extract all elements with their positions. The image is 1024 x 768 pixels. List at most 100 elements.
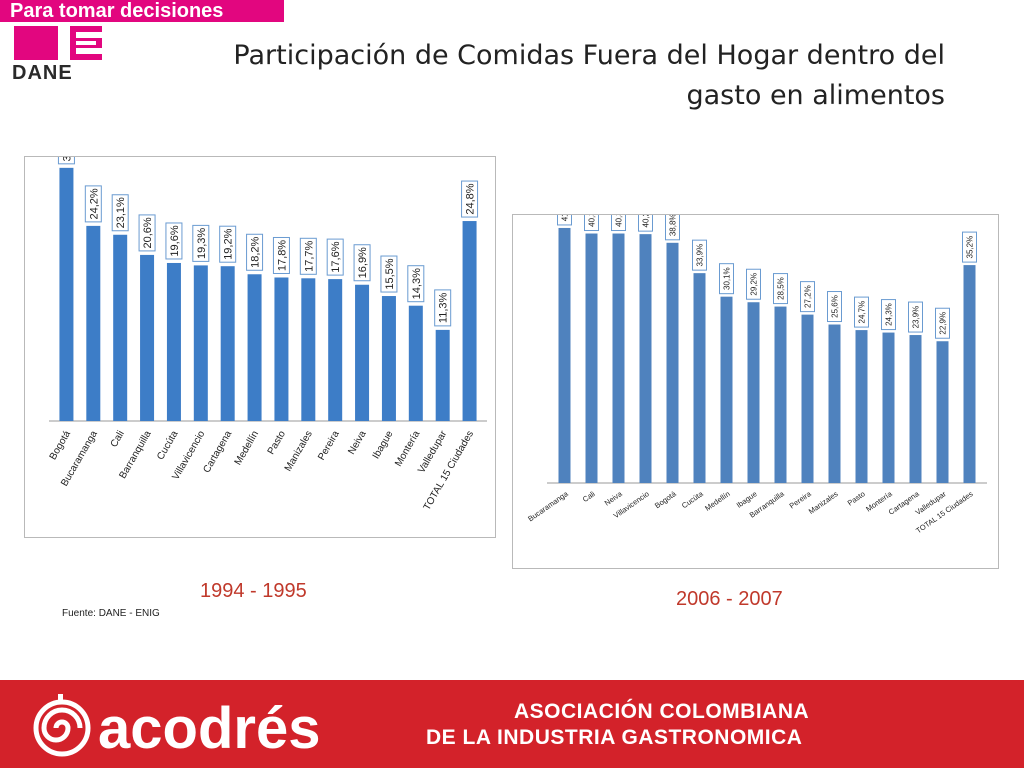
category-label: Pasto [266,429,289,457]
data-label-box [611,215,626,232]
category-label: Cali [581,489,597,504]
bar [193,265,208,421]
data-label-box [800,281,815,313]
title-line-1: Participación de Comidas Fuera del Hogar… [233,40,945,71]
category-label: Pasto [846,489,867,507]
data-label-text: 28,5% [776,277,785,300]
data-label-text: 11,3% [438,292,450,323]
data-label-box [165,222,183,260]
data-label-box [638,215,653,232]
data-label-box [57,157,75,165]
footer-banner: acodrés ASOCIACIÓN COLOMBIANA DE LA INDU… [0,680,1024,768]
bar [558,227,571,483]
bar [274,277,289,421]
bar [936,341,949,483]
bar [882,332,895,483]
data-label: 23,9% [908,301,923,333]
data-label-box [138,214,156,252]
data-label: 20,6% [138,214,156,252]
data-label-text: 17,7% [303,240,315,271]
bar [220,266,235,421]
data-label: 41,2% [557,215,572,226]
data-label-text: 19,2% [223,228,235,259]
data-label-text: 18,2% [250,236,262,267]
page-title: Participación de Comidas Fuera del Hogar… [150,36,945,116]
bar [435,329,450,421]
category-label: Pereira [316,429,342,463]
bar [909,335,922,483]
data-label-box [908,301,923,333]
data-label: 24,8% [461,180,479,218]
data-label: 19,6% [165,222,183,260]
bar [855,330,868,483]
bar [666,242,679,483]
dane-logo-text: DANE [12,62,73,84]
footer-line-1: ASOCIACIÓN COLOMBIANA [514,700,810,723]
bar [585,233,598,483]
data-label-text: 27,2% [803,285,812,308]
data-label: 33,9% [692,239,707,271]
category-label: Medellín [703,489,731,513]
data-label: 30,1% [719,263,734,295]
data-label-box [246,233,264,271]
category-label: Montería [393,429,422,469]
data-label-text: 17,6% [330,241,342,272]
data-label-text: 22,9% [938,312,947,335]
data-label: 17,6% [326,238,344,276]
bar [166,262,181,421]
chart-1994-1995: 31,4%Bogotá24,2%Bucaramanga23,1%Cali20,6… [24,156,496,538]
data-label-text: 14,3% [411,268,423,299]
data-label-box [881,299,896,331]
bar [301,278,316,421]
data-label-box [461,180,479,218]
data-label: 22,9% [935,307,950,339]
category-label: Bogotá [653,489,678,510]
data-label: 15,5% [380,255,398,293]
data-label-text: 33,9% [695,244,704,267]
bar [247,274,262,421]
data-label-box [665,215,680,241]
data-label-text: 19,3% [196,228,208,259]
bar [774,306,787,483]
bar [408,305,423,421]
category-label: Ibague [371,429,396,461]
category-label: Cali [109,429,127,449]
data-label: 29,2% [746,268,761,300]
data-label: 16,9% [353,244,371,282]
data-label: 28,5% [773,273,788,305]
source-note: Fuente: DANE - ENIG [62,608,160,619]
bar [963,265,976,483]
data-label-text: 40,3% [587,215,596,227]
data-label: 27,2% [800,281,815,313]
data-label-text: 29,2% [749,273,758,296]
data-label: 23,1% [111,194,129,232]
category-label: Neiva [346,429,369,457]
chart-1994-1995-svg: 31,4%Bogotá24,2%Bucaramanga23,1%Cali20,6… [48,157,487,512]
data-label-box [299,237,317,275]
category-label: Neiva [603,489,625,508]
data-label-box [773,273,788,305]
data-label-box [219,225,237,263]
data-label-text: 41,2% [560,215,569,221]
data-label-box [407,265,425,303]
data-label-box [557,215,572,226]
data-label-text: 24,2% [88,188,100,219]
data-label: 40,3% [611,215,626,232]
data-label: 24,2% [84,185,102,223]
category-label: Cucúta [680,489,705,510]
data-label: 35,2% [962,231,977,263]
data-label-box [84,185,102,223]
data-label-box [584,215,599,232]
bar [612,233,625,483]
data-label: 25,6% [827,291,842,323]
data-label-box [111,194,129,232]
data-label-text: 23,9% [911,306,920,329]
data-label-text: 40,3% [614,215,623,227]
data-label-box [326,238,344,276]
bar [328,279,343,421]
category-label: Manizales [283,429,315,473]
category-label: Bogotá [48,429,74,462]
chart-2006-2007: 41,2% Bucaramanga 40,3% Cali 40,3% Neiva 40,2%… [512,214,999,569]
data-label: 19,2% [219,225,237,263]
data-label-box [854,296,869,328]
